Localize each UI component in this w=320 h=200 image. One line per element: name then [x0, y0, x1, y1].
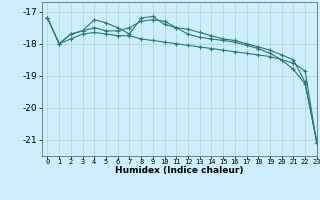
X-axis label: Humidex (Indice chaleur): Humidex (Indice chaleur) [115, 166, 244, 175]
